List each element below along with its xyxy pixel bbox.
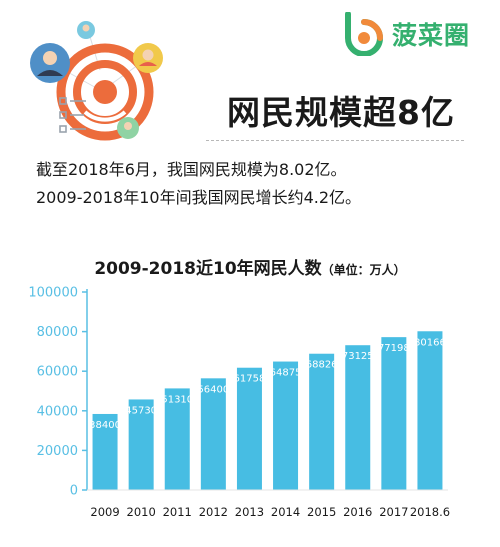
x-tick-label: 2009 xyxy=(90,505,119,519)
bar xyxy=(381,337,407,490)
chart-unit-note: （单位：万人） xyxy=(321,263,406,277)
x-tick-label: 2014 xyxy=(271,505,300,519)
bar xyxy=(309,353,335,490)
brand-logo-icon xyxy=(345,12,383,56)
brand-name: 菠菜圈 xyxy=(392,21,471,50)
summary-line: 截至2018年6月，我国网民规模为8.02亿。 xyxy=(36,160,347,179)
x-tick-label: 2010 xyxy=(127,505,156,519)
y-tick-label: 80000 xyxy=(37,325,78,340)
bar xyxy=(92,413,118,490)
bar-value-label: 77198 xyxy=(378,343,410,354)
brand-logo: 菠菜圈 xyxy=(344,12,470,56)
bar-value-label: 64875 xyxy=(270,368,302,379)
chart-title-text: 2009-2018近10年网民人数 xyxy=(94,259,322,279)
x-tick-label: 2017 xyxy=(379,505,408,519)
page-title: 网民规模超8亿 xyxy=(227,93,455,132)
bar xyxy=(200,378,226,490)
bar-value-label: 51310 xyxy=(161,394,193,405)
y-tick-label: 0 xyxy=(70,484,78,499)
bar-value-label: 61758 xyxy=(234,374,266,385)
x-tick-label: 2016 xyxy=(343,505,372,519)
x-tick-label: 2015 xyxy=(307,505,336,519)
y-tick-label: 60000 xyxy=(37,365,78,380)
x-tick-label: 2012 xyxy=(199,505,228,519)
bar-value-label: 45730 xyxy=(125,405,157,416)
bar-value-label: 68826 xyxy=(306,360,338,371)
summary-line: 2009-2018年10年间我国网民增长约4.2亿。 xyxy=(36,188,362,207)
chart-title: 2009-2018近10年网民人数（单位：万人） xyxy=(0,254,500,279)
bar xyxy=(164,388,190,490)
x-tick-label: 2018.6 xyxy=(410,505,450,519)
title-divider xyxy=(206,140,464,141)
bar-value-label: 56400 xyxy=(197,384,229,395)
checklist-icon xyxy=(59,97,86,133)
y-tick-label: 40000 xyxy=(37,404,78,419)
bar xyxy=(236,367,262,490)
bar-value-label: 38400 xyxy=(89,420,121,431)
bar-value-label: 80166 xyxy=(414,337,446,348)
bar-chart: 0 20000 40000 60000 80000 100000 38400 2009 4573… xyxy=(28,286,450,520)
hero-illustration xyxy=(0,0,500,150)
y-tick-label: 20000 xyxy=(37,444,78,459)
y-tick-label: 100000 xyxy=(28,286,78,301)
bar xyxy=(128,399,154,490)
x-tick-label: 2011 xyxy=(163,505,192,519)
bar xyxy=(273,361,299,490)
target-icon xyxy=(30,21,163,141)
bar xyxy=(345,345,371,490)
x-tick-label: 2013 xyxy=(235,505,264,519)
summary-text: 截至2018年6月，我国网民规模为8.02亿。 2009-2018年10年间我国… xyxy=(36,156,476,212)
bar xyxy=(417,331,443,490)
bar-value-label: 73125 xyxy=(342,351,374,362)
user-avatar-icon xyxy=(30,43,70,83)
